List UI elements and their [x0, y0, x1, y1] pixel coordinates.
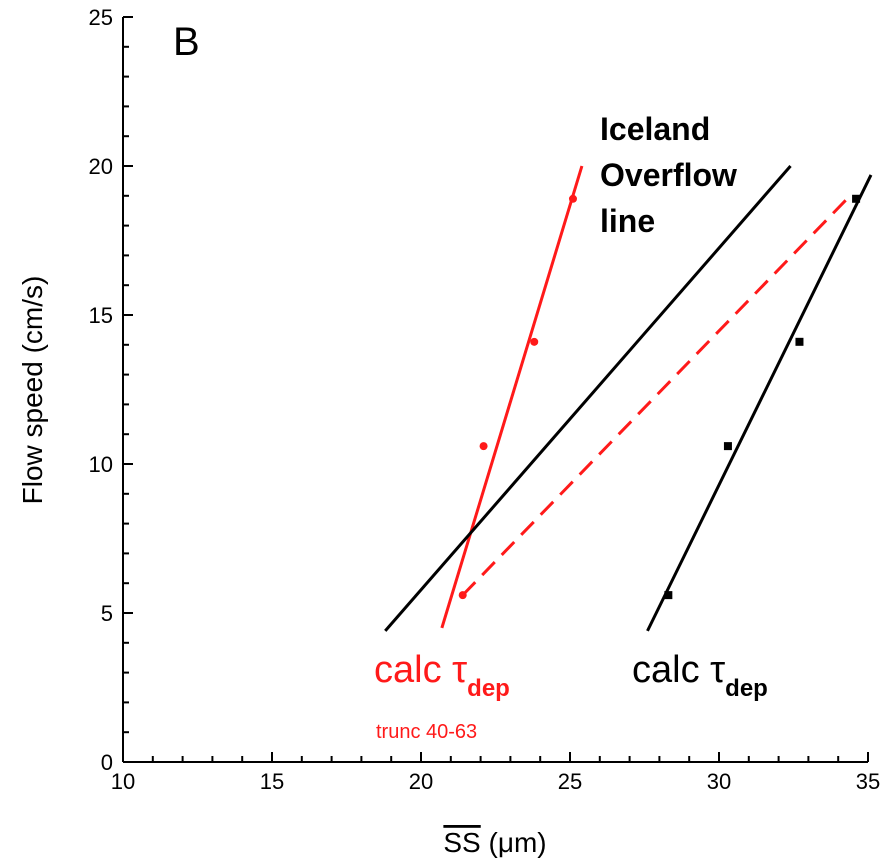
red-data-point — [530, 337, 539, 346]
red-data-point — [568, 194, 577, 203]
y-tick-label: 15 — [89, 303, 113, 328]
iceland-overflow-label-line1: Iceland — [600, 111, 710, 147]
black-data-point — [723, 442, 732, 451]
y-tick-label: 20 — [89, 154, 113, 179]
x-tick-label: 20 — [409, 769, 433, 794]
panel-label: B — [173, 20, 200, 64]
x-tick-label: 35 — [856, 769, 880, 794]
black-data-point — [795, 337, 804, 346]
x-tick-label: 25 — [558, 769, 582, 794]
y-tick-label: 5 — [101, 601, 113, 626]
y-tick-label: 10 — [89, 452, 113, 477]
axes: 0 5 10 15 20 25 10 15 20 25 30 35 — [89, 5, 881, 794]
black-data-point — [664, 591, 673, 600]
black-data-point — [852, 194, 861, 203]
y-tick-label: 0 — [101, 750, 113, 775]
calc-tau-dep-black-label: calc τdep — [632, 649, 768, 702]
red-dashed-line — [461, 197, 849, 597]
x-tick-label: 15 — [260, 769, 284, 794]
red-fit-line — [440, 165, 584, 629]
x-tick-label: 10 — [111, 769, 135, 794]
trunc-range-label: trunc 40-63 — [376, 721, 477, 743]
calc-tau-dep-red-label: calc τdep — [374, 649, 510, 702]
red-data-point — [479, 442, 488, 451]
y-axis-title: Flow speed (cm/s) — [17, 276, 48, 505]
series-lines — [384, 165, 873, 632]
iceland-overflow-label-line3: line — [600, 203, 655, 239]
black-fit-line — [646, 174, 873, 632]
iceland-overflow-line — [384, 165, 792, 632]
x-axis-title: SS (μm) — [443, 827, 546, 858]
y-tick-label: 25 — [89, 5, 113, 30]
iceland-overflow-label-line2: Overflow — [600, 157, 737, 193]
x-tick-label: 30 — [707, 769, 731, 794]
data-points — [458, 194, 861, 600]
red-data-point — [458, 591, 467, 600]
